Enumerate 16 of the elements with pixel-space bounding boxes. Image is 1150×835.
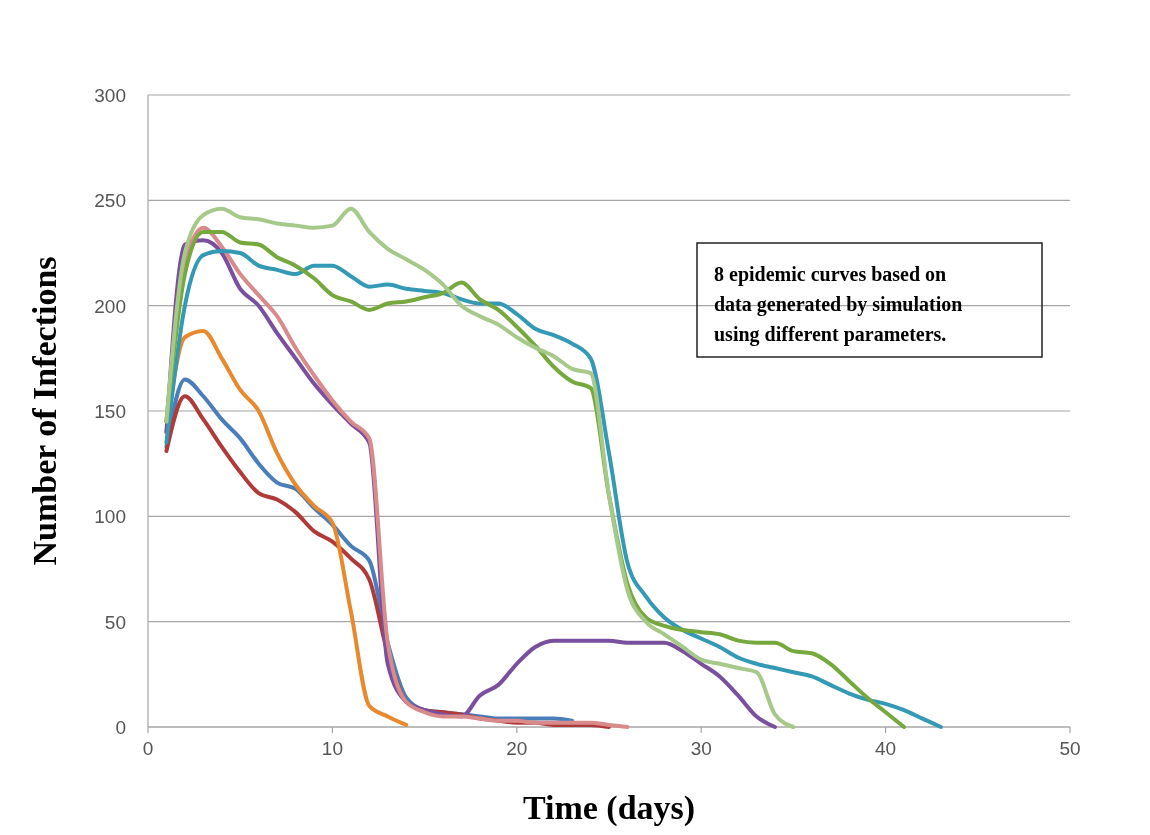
y-tick-label: 150 — [94, 401, 126, 422]
x-tick-label: 20 — [506, 738, 528, 759]
x-tick-label: 0 — [142, 738, 154, 759]
y-tick-label: 300 — [94, 85, 126, 106]
x-axis-title: Time (days) — [522, 789, 696, 827]
y-tick-label: 200 — [94, 295, 126, 317]
y-tick-label: 100 — [94, 506, 126, 528]
x-tick-label: 30 — [690, 738, 712, 759]
y-tick-label: 250 — [94, 190, 126, 212]
y-tick-label: 0 — [115, 717, 126, 738]
x-tick-label: 10 — [321, 738, 343, 759]
annotation: 8 epidemic curves based on data generated by simulation using different parameters. — [714, 263, 963, 346]
y-axis-title: Number of Infections — [26, 256, 63, 566]
x-tick-label: 50 — [1059, 738, 1081, 759]
y-tick-label: 50 — [104, 611, 126, 633]
x-tick-label: 40 — [875, 738, 897, 759]
